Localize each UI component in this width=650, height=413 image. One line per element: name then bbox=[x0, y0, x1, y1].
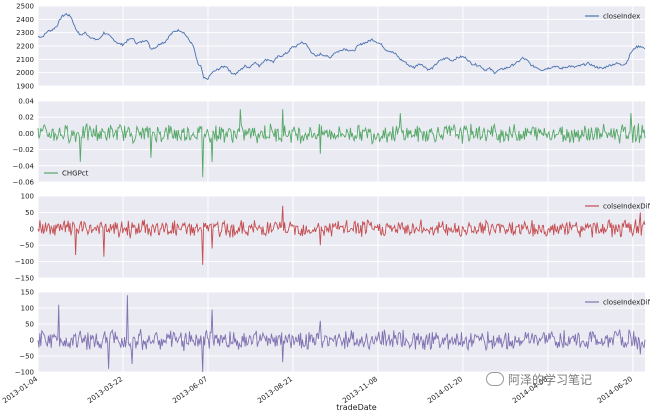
chart-panel-1: 1900 2000 2100 2200 2300 2400 2500 closeIndex bbox=[16, 3, 646, 91]
y-tick-label: −0.04 bbox=[13, 162, 35, 170]
legend: colseIndexDiff_1 bbox=[585, 203, 650, 211]
y-tick-label: 2200 bbox=[16, 43, 34, 51]
y-tick-label: 2100 bbox=[16, 56, 34, 64]
watermark: 阿泽的学习笔记 bbox=[486, 371, 592, 388]
legend-label: CHGPct bbox=[62, 170, 89, 178]
legend: CHGPct bbox=[44, 170, 89, 178]
x-tick-label: 2013-06-07 bbox=[171, 375, 209, 405]
chart-panel-2: −0.06 −0.04 −0.02 0.00 0.02 0.04 CHGPct bbox=[13, 98, 646, 187]
y-tick-label: 0.00 bbox=[18, 130, 34, 138]
y-tick-label: 50 bbox=[25, 321, 34, 329]
x-tick-label: 2013-01-04 bbox=[1, 375, 39, 405]
legend-label: closeIndexDiff_2 bbox=[603, 299, 650, 307]
plot-area bbox=[38, 101, 645, 182]
series-line-colseIndexDiff_1 bbox=[37, 205, 646, 265]
x-axis-title: tradeDate bbox=[336, 403, 377, 412]
y-tick-label: 2400 bbox=[16, 16, 34, 24]
series-line-CHGPct bbox=[37, 109, 646, 178]
wechat-icon bbox=[486, 372, 504, 386]
y-tick-label: 1900 bbox=[16, 83, 34, 91]
y-tick-label: 100 bbox=[21, 193, 34, 201]
series-line-closeIndexDiff_2 bbox=[37, 295, 646, 373]
y-tick-label: −150 bbox=[15, 275, 34, 283]
y-tick-label: 0 bbox=[30, 337, 34, 345]
y-tick-label: −50 bbox=[19, 242, 34, 250]
y-tick-label: 2500 bbox=[16, 3, 34, 11]
chart-panel-3: −150 −100 −50 0 50 100 colseIndexDiff_1 bbox=[15, 193, 650, 283]
y-tick-label: 50 bbox=[25, 209, 34, 217]
y-tick-label: 2000 bbox=[16, 69, 34, 77]
y-tick-label: −100 bbox=[15, 369, 34, 377]
y-tick-label: −50 bbox=[19, 353, 34, 361]
plot-area bbox=[38, 292, 645, 372]
y-tick-label: −100 bbox=[15, 258, 34, 266]
x-tick-label: 2013-11-08 bbox=[341, 375, 379, 405]
x-tick-label: 2014-06-20 bbox=[596, 375, 634, 405]
y-tick-label: 150 bbox=[21, 289, 34, 297]
y-tick-label: 100 bbox=[21, 305, 34, 313]
x-tick-label: 2014-01-20 bbox=[426, 375, 464, 405]
x-tick-label: 2013-03-22 bbox=[86, 375, 124, 405]
y-tick-label: 0.04 bbox=[18, 98, 34, 106]
chart-panel-4: −100 −50 0 50 100 150 closeIndexDiff_2 bbox=[15, 289, 650, 377]
plot-area bbox=[38, 196, 645, 278]
y-tick-label: 2300 bbox=[16, 29, 34, 37]
x-tick-label: 2013-08-21 bbox=[256, 375, 294, 405]
legend-label: closeIndex bbox=[603, 13, 640, 21]
legend-label: colseIndexDiff_1 bbox=[603, 203, 650, 211]
y-tick-label: 0.02 bbox=[18, 114, 34, 122]
legend: closeIndexDiff_2 bbox=[585, 299, 650, 307]
series-line-closeIndex bbox=[37, 12, 646, 81]
y-tick-label: 0 bbox=[30, 225, 34, 233]
y-tick-label: −0.02 bbox=[13, 146, 34, 154]
watermark-text: 阿泽的学习笔记 bbox=[508, 373, 593, 387]
legend: closeIndex bbox=[585, 13, 640, 21]
y-tick-label: −0.06 bbox=[13, 179, 35, 187]
